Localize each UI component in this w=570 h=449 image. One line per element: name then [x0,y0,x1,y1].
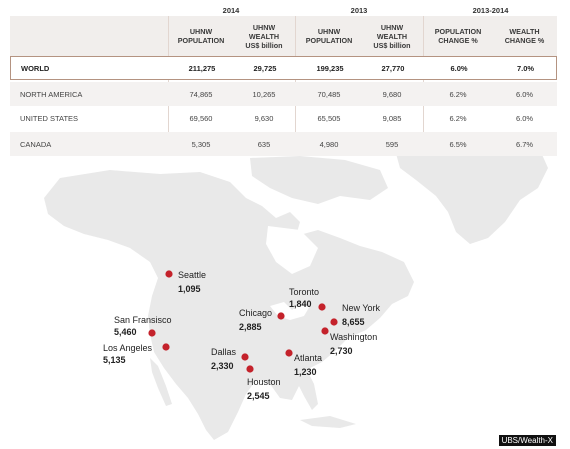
continent-land [44,170,414,440]
arctic-islands-land [250,156,388,204]
table-cell: 9,680 [382,89,402,99]
baja-land [150,358,172,406]
row-label: WORLD [21,63,50,73]
source-credit: UBS/Wealth-X [498,435,556,446]
header-population-change: POPULATION CHANGE % [434,27,482,45]
row-label: NORTH AMERICA [20,89,83,99]
city-marker-dot [241,353,249,361]
city-value-label: 5,460 [114,327,137,337]
florida-land [296,368,318,410]
city-value-label: 2,330 [211,361,234,371]
city-value-label: 1,840 [289,299,312,309]
greenland-land [395,146,548,244]
table-cell: 7.0% [516,63,535,73]
table-cell: 10,265 [252,89,276,99]
header-wealth-change: WEALTH CHANGE % [504,27,545,45]
city-name-label: Seattle [178,270,206,280]
year-header-2013: 2013 [350,6,368,15]
city-marker-dot [165,270,173,278]
table-row-world: WORLD 211,275 29,725 199,235 27,770 6.0%… [10,56,557,80]
city-value-label: 8,655 [342,317,365,327]
city-name-label: Toronto [289,287,319,297]
year-header-2013-2014: 2013-2014 [472,6,509,15]
city-name-label: Washington [330,332,377,342]
header-2013-wealth: UHNW WEALTH US$ billion [373,22,411,50]
hudson-bay [266,226,318,274]
table-cell: 70,485 [317,89,341,99]
table-cell: 6.2% [449,113,467,123]
header-2014-wealth: UHNW WEALTH US$ billion [245,22,283,50]
table-row-north-america: NORTH AMERICA 74,865 10,265 70,485 9,680… [10,82,557,106]
table-cell: 27,770 [381,63,405,73]
city-value-label: 2,730 [330,346,353,356]
city-marker-dot [148,329,156,337]
city-marker-dot [321,327,329,335]
header-2014-population: UHNW POPULATION [177,27,225,45]
city-value-label: 1,230 [294,367,317,377]
table-cell: 9,085 [382,113,402,123]
table-cell: 5,305 [191,139,211,149]
table-cell: 74,865 [189,89,213,99]
table-cell: 635 [257,139,271,149]
city-value-label: 1,095 [178,284,201,294]
city-marker-dot [318,303,326,311]
table-cell: 199,235 [316,63,344,73]
city-name-label: San Fransisco [114,315,172,325]
city-value-label: 5,135 [103,355,126,365]
row-label: UNITED STATES [20,113,79,123]
cuba-land [300,416,356,428]
city-marker-dot [330,318,338,326]
table-cell: 6.0% [515,89,534,99]
city-marker-dot [162,343,170,351]
city-value-label: 2,545 [247,391,270,401]
table-cell: 9,630 [254,113,274,123]
table-header-row: UHNW POPULATION UHNW WEALTH US$ billion … [10,16,557,56]
city-name-label: Houston [247,377,281,387]
city-name-label: Atlanta [294,353,322,363]
table-cell: 69,560 [189,113,213,123]
table-cell: 6.5% [449,139,467,149]
table-row-united-states: UNITED STATES 69,560 9,630 65,505 9,085 … [10,106,557,130]
city-name-label: Los Angeles [103,343,153,353]
table-cell: 595 [385,139,399,149]
year-header-2014: 2014 [222,6,240,15]
city-value-label: 2,885 [239,322,262,332]
row-label: CANADA [20,139,52,149]
city-marker-dot [277,312,285,320]
table-cell: 6.7% [515,139,534,149]
city-marker-dot [246,365,254,373]
table-cell: 6.0% [515,113,534,123]
table-cell: 29,725 [253,63,277,73]
table-cell: 65,505 [317,113,341,123]
header-2013-population: UHNW POPULATION [305,27,353,45]
city-name-label: Dallas [211,347,237,357]
table-cell: 4,980 [319,139,339,149]
city-markers: Seattle 1,095 San Fransisco 5,460 Los Angele… [103,270,381,401]
city-name-label: Chicago [239,308,272,318]
city-name-label: New York [342,303,381,313]
table-cell: 211,275 [188,63,216,73]
city-marker-dot [285,349,293,357]
table-cell: 6.0% [450,63,468,73]
table-cell: 6.2% [449,89,467,99]
table-row-canada: CANADA 5,305 635 4,980 595 6.5% 6.7% [10,132,557,156]
